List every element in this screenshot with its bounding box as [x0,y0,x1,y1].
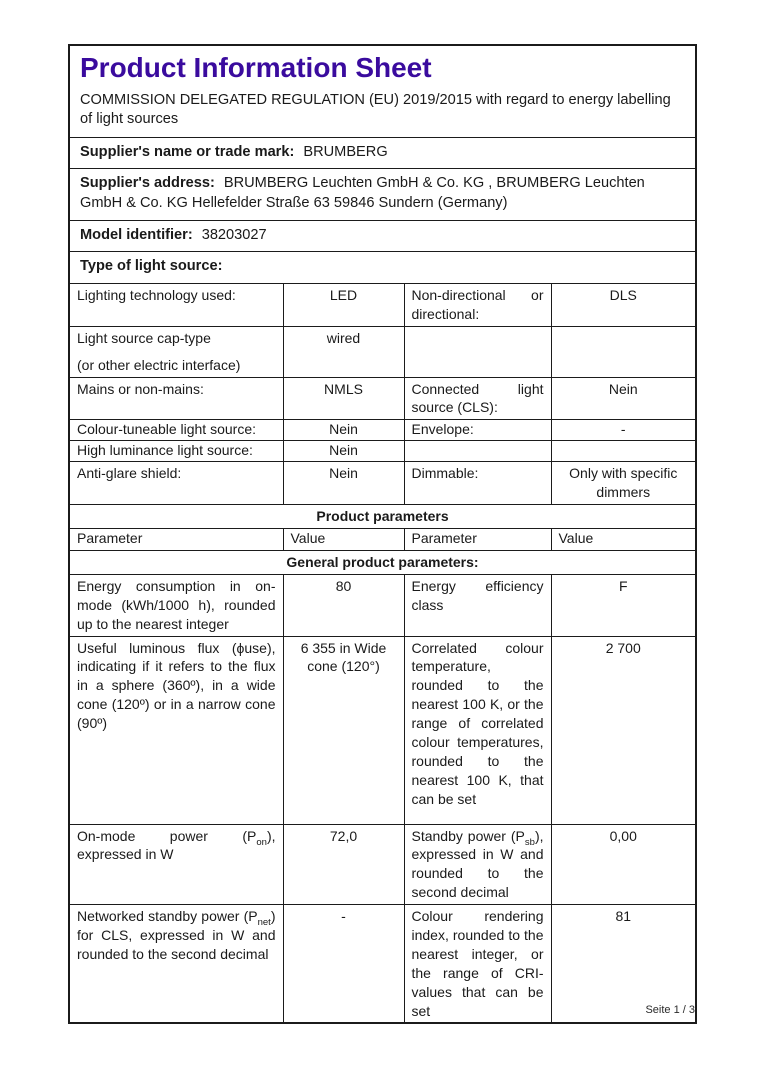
value-cell: Nein [282,419,405,442]
page-title: Product Information Sheet [80,52,432,83]
table-row: Energy consumption in on-mode (kWh/1000 … [68,573,697,637]
value-cell: Nein [550,376,697,421]
value-cell: LED [282,282,405,327]
param-text: Standby power (P [411,827,525,844]
param-text: ), expressed in W [77,827,276,863]
column-header: Value [550,527,697,551]
subscript: sb [524,836,535,848]
table-row: High luminance light source: Nein [68,440,697,463]
type-heading-cell: Type of light source: [68,251,697,284]
title-cell: Product Information Sheet COMMISSION DEL… [68,44,697,138]
table-row: Networked standby power (Pnet) for CLS, … [68,904,697,1024]
param-text: ), expressed in W and rounded to the sec… [411,827,544,901]
cap-type-line1: Light source cap-type [77,329,211,346]
supplier-address-value: BRUMBERG Leuchten GmbH & Co. KG , BRUMBE… [80,175,645,211]
model-identifier-row: Model identifier: 38203027 [68,219,697,253]
supplier-name-cell: Supplier's name or trade mark: BRUMBERG [68,136,697,170]
product-parameters-heading-row: Product parameters [68,504,697,529]
param-cell: Lighting technology used: [68,282,284,327]
param-cell: Non-directional or directional: [403,282,552,327]
type-of-light-source-label: Type of light source: [80,258,223,275]
type-heading-row: Type of light source: [68,251,697,284]
param-cell: Standby power (Psb), expressed in W and … [403,823,552,906]
value-cell: NMLS [282,376,405,421]
table-row: Anti-glare shield: Nein Dimmable: Only w… [68,461,697,506]
cap-type-line2: (or other electric interface) [77,356,241,373]
value-cell: Nein [282,461,405,506]
value-cell: Nein [282,440,405,463]
table-row: Useful luminous flux (ϕuse), indicating … [68,635,697,825]
param-cell [403,440,552,463]
param-cell: Correlated colour temperature, rounded t… [403,635,552,825]
column-header: Parameter [68,527,284,551]
param-cell: Anti-glare shield: [68,461,284,506]
param-text: Networked standby power (P [77,908,258,925]
value-cell: wired [282,325,405,378]
value-cell: 80 [282,573,405,637]
value-cell: 2 700 [550,635,697,825]
value-cell: - [550,419,697,442]
model-identifier-cell: Model identifier: 38203027 [68,219,697,253]
value-cell: - [282,904,405,1024]
model-identifier-label: Model identifier: [80,226,193,243]
value-cell: F [550,573,697,637]
param-cell: Connected light source (CLS): [403,376,552,421]
param-cell: Dimmable: [403,461,552,506]
param-cell: Light source cap-type (or other electric… [68,325,284,378]
param-cell: Useful luminous flux (ϕuse), indicating … [68,635,284,825]
param-cell: Mains or non-mains: [68,376,284,421]
value-cell [550,325,697,378]
param-text: On-mode power (P [77,827,257,844]
value-cell: 6 355 in Wide cone (120°) [282,635,405,825]
param-cell: Envelope: [403,419,552,442]
table-row: Mains or non-mains: NMLS Connected light… [68,376,697,421]
param-cell: Colour rendering index, rounded to the n… [403,904,552,1024]
subscript: on [256,836,267,848]
subscript: net [257,916,271,928]
general-parameters-heading: General product parameters: [68,549,697,575]
table-row: Colour-tuneable light source: Nein Envel… [68,419,697,442]
param-cell: Energy efficiency class [403,573,552,637]
supplier-name-value: BRUMBERG [303,143,388,160]
regulation-subtitle: COMMISSION DELEGATED REGULATION (EU) 201… [80,92,671,127]
table-row: Lighting technology used: LED Non-direct… [68,282,697,327]
param-cell: Colour-tuneable light source: [68,419,284,442]
param-cell: On-mode power (Pon), expressed in W [68,823,284,906]
table-row: Light source cap-type (or other electric… [68,325,697,378]
page-number-footer: Seite 1 / 3 [645,1004,695,1016]
model-identifier-value: 38203027 [201,226,267,243]
value-cell [550,440,697,463]
table-row: On-mode power (Pon), expressed in W 72,0… [68,823,697,906]
column-header-row: Parameter Value Parameter Value [68,527,697,551]
supplier-name-label: Supplier's name or trade mark: [80,143,295,160]
value-cell: 0,00 [550,823,697,906]
value-cell: Only with specific dimmers [550,461,697,506]
column-header: Value [282,527,405,551]
column-header: Parameter [403,527,552,551]
param-cell [403,325,552,378]
param-cell: Energy consumption in on-mode (kWh/1000 … [68,573,284,637]
param-text: ) for CLS, expressed in W and rounded to… [77,908,276,962]
value-cell: 72,0 [282,823,405,906]
product-parameters-heading: Product parameters [68,504,697,529]
general-parameters-heading-row: General product parameters: [68,549,697,575]
title-row: Product Information Sheet COMMISSION DEL… [68,44,697,138]
param-cell: Networked standby power (Pnet) for CLS, … [68,904,284,1024]
value-cell: 81 [550,904,697,1024]
product-info-table: Product Information Sheet COMMISSION DEL… [68,44,697,1025]
supplier-address-cell: Supplier's address: BRUMBERG Leuchten Gmb… [68,168,697,221]
value-cell: DLS [550,282,697,327]
supplier-address-label: Supplier's address: [80,175,215,192]
param-cell: High luminance light source: [68,440,284,463]
supplier-address-row: Supplier's address: BRUMBERG Leuchten Gmb… [68,168,697,221]
supplier-name-row: Supplier's name or trade mark: BRUMBERG [68,136,697,170]
